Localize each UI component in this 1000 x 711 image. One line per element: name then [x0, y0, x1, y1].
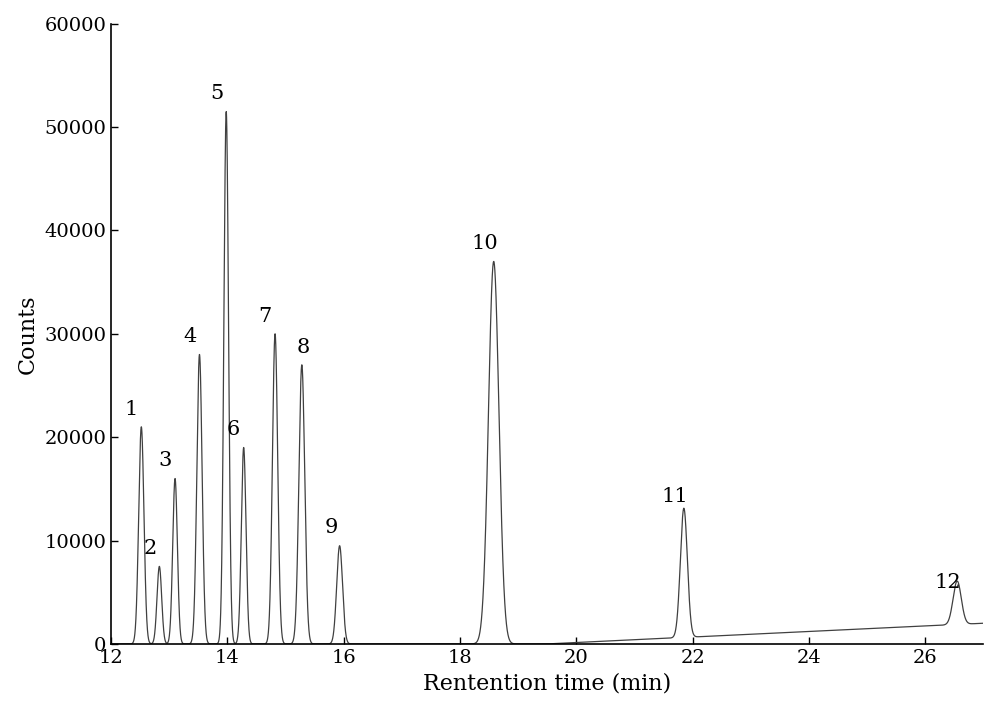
Text: 6: 6: [227, 420, 240, 439]
X-axis label: Rentention time (min): Rentention time (min): [423, 673, 671, 695]
Text: 2: 2: [144, 539, 157, 558]
Text: 12: 12: [934, 573, 961, 592]
Text: 7: 7: [259, 306, 272, 326]
Y-axis label: Counts: Counts: [17, 294, 39, 373]
Text: 4: 4: [183, 327, 196, 346]
Text: 10: 10: [471, 234, 498, 253]
Text: 5: 5: [210, 85, 224, 103]
Text: 9: 9: [324, 518, 338, 538]
Text: 1: 1: [125, 400, 138, 419]
Text: 3: 3: [158, 451, 171, 470]
Text: 11: 11: [662, 488, 689, 506]
Text: 8: 8: [296, 338, 310, 356]
